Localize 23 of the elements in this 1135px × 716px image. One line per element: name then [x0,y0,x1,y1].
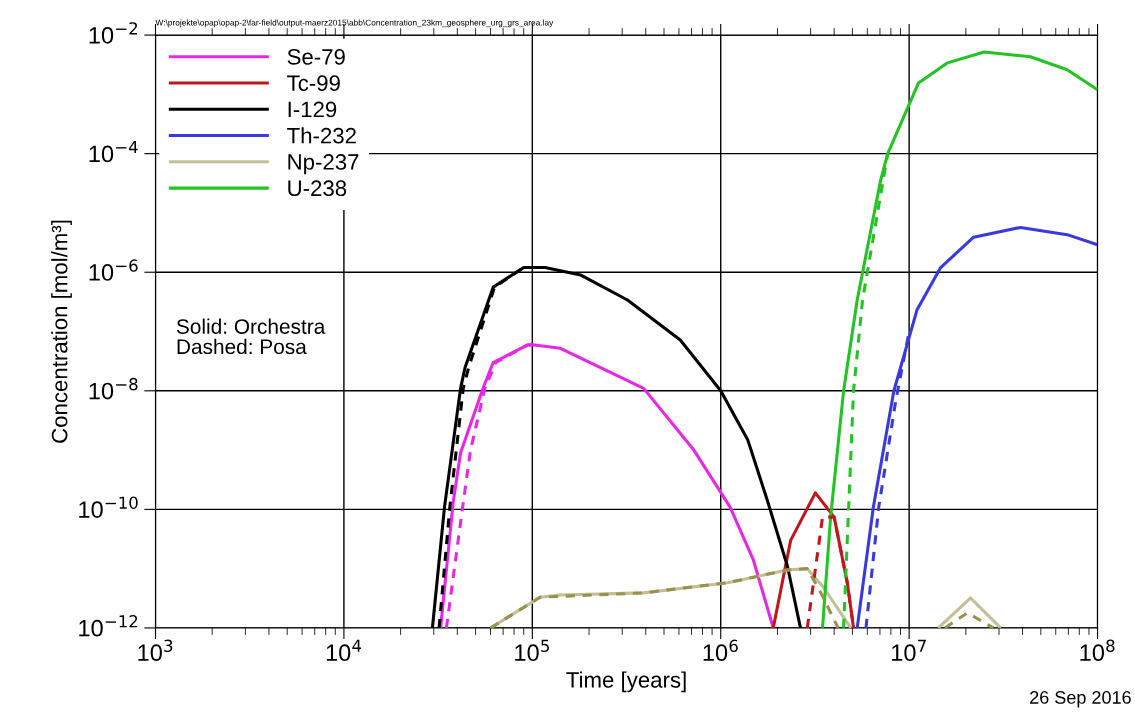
annotation: Solid: Orchestra Dashed: Posa [176,318,326,355]
legend-label: Se-79 [287,49,345,65]
y-tick-label: 10$^{−8}$ [89,377,138,400]
x-axis-title: Time [years] [566,671,686,693]
text: W:\projekte\opap\opap-2\far-field\output-maerz2015\abb\Concentration_23km_geosphere_urg_grs_area.lay [155,19,554,28]
x-tick-label: 10$^{7}$ [892,639,926,662]
y-axis-title: Concentration [mol/m³] [51,220,72,443]
legend-label: I-129 [288,101,337,118]
y-tick-label: 10$^{−4}$ [89,140,138,163]
x-tick-label: 10$^{6}$ [703,639,738,662]
legend-label: Np-237 [288,154,359,175]
text: 26 Sep 2016 [1030,691,1131,708]
legend-label: Tc-99 [287,75,340,92]
x-tick-label: 10$^{3}$ [138,639,173,662]
x-tick-label: 10$^{8}$ [1080,639,1115,662]
legend-label: Th-232 [287,127,356,144]
x-tick-label: 10$^{5}$ [515,639,549,662]
legend-label: U-238 [288,180,347,197]
y-tick-label: 10$^{−2}$ [89,22,138,44]
y-tick-label: 10$^{−12}$ [79,615,138,637]
x-tick-label: 10$^{4}$ [326,639,362,662]
y-tick-label: 10$^{−10}$ [79,496,138,518]
y-tick-label: 10$^{−6}$ [89,259,138,281]
